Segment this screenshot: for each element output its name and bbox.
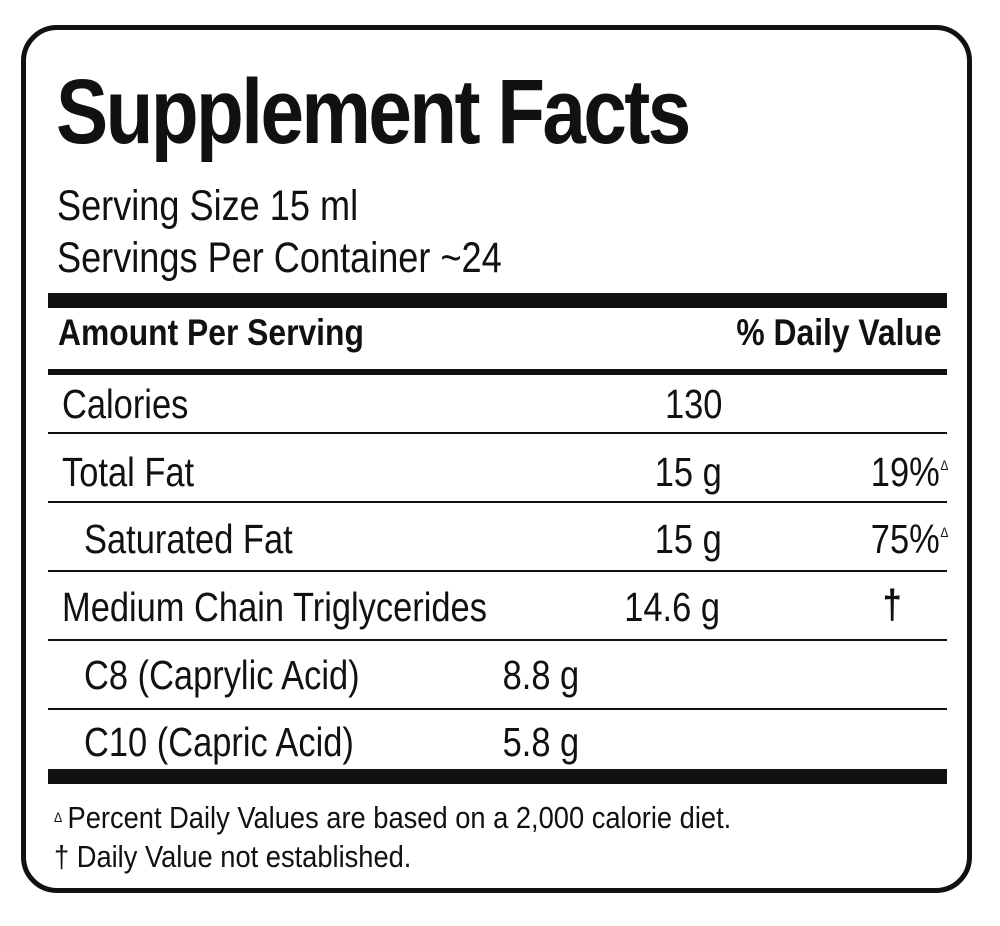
row-name-total-fat: Total Fat (62, 449, 195, 495)
delta-symbol: Δ (54, 809, 63, 825)
row-amount-total-fat: 15 g (654, 449, 722, 495)
panel-title: Supplement Facts (56, 61, 691, 163)
row-dv-total-fat: 19%Δ (870, 452, 948, 493)
row-amount-calories: 130 (664, 381, 722, 427)
row-divider (48, 639, 947, 641)
row-divider (48, 501, 947, 503)
delta-symbol: Δ (940, 524, 948, 540)
thick-divider-top (48, 293, 947, 308)
serving-size: Serving Size 15 ml (57, 182, 359, 230)
servings-per-container: Servings Per Container ~24 (57, 234, 502, 282)
footnote-percent-text: Percent Daily Values are based on a 2,00… (67, 800, 732, 835)
row-divider (48, 708, 947, 710)
amount-per-serving-header: Amount Per Serving (58, 312, 364, 353)
row-dv-mct-dagger: † (882, 581, 902, 627)
row-name-c8: C8 (Caprylic Acid) (84, 652, 360, 698)
row-amount-c10: 5.8 g (502, 719, 579, 765)
delta-symbol: Δ (940, 457, 948, 473)
daily-value-header: % Daily Value (736, 312, 942, 353)
row-divider (48, 432, 947, 434)
row-name-calories: Calories (62, 381, 189, 427)
row-divider (48, 570, 947, 572)
row-name-mct: Medium Chain Triglycerides (62, 584, 487, 630)
row-amount-c8: 8.8 g (502, 652, 579, 698)
supplement-facts-panel (21, 25, 972, 893)
footnote-percent-dv: Δ Percent Daily Values are based on a 2,0… (54, 802, 731, 833)
footnote-dagger: † Daily Value not established. (54, 839, 412, 874)
row-amount-saturated-fat: 15 g (654, 516, 722, 562)
dv-value: 75% (870, 516, 940, 562)
row-name-saturated-fat: Saturated Fat (84, 516, 293, 562)
header-divider (48, 369, 947, 375)
row-amount-mct: 14.6 g (624, 584, 720, 630)
thick-divider-bottom (48, 769, 947, 784)
row-dv-saturated-fat: 75%Δ (870, 519, 948, 560)
dv-value: 19% (870, 449, 940, 495)
row-name-c10: C10 (Capric Acid) (84, 719, 354, 765)
